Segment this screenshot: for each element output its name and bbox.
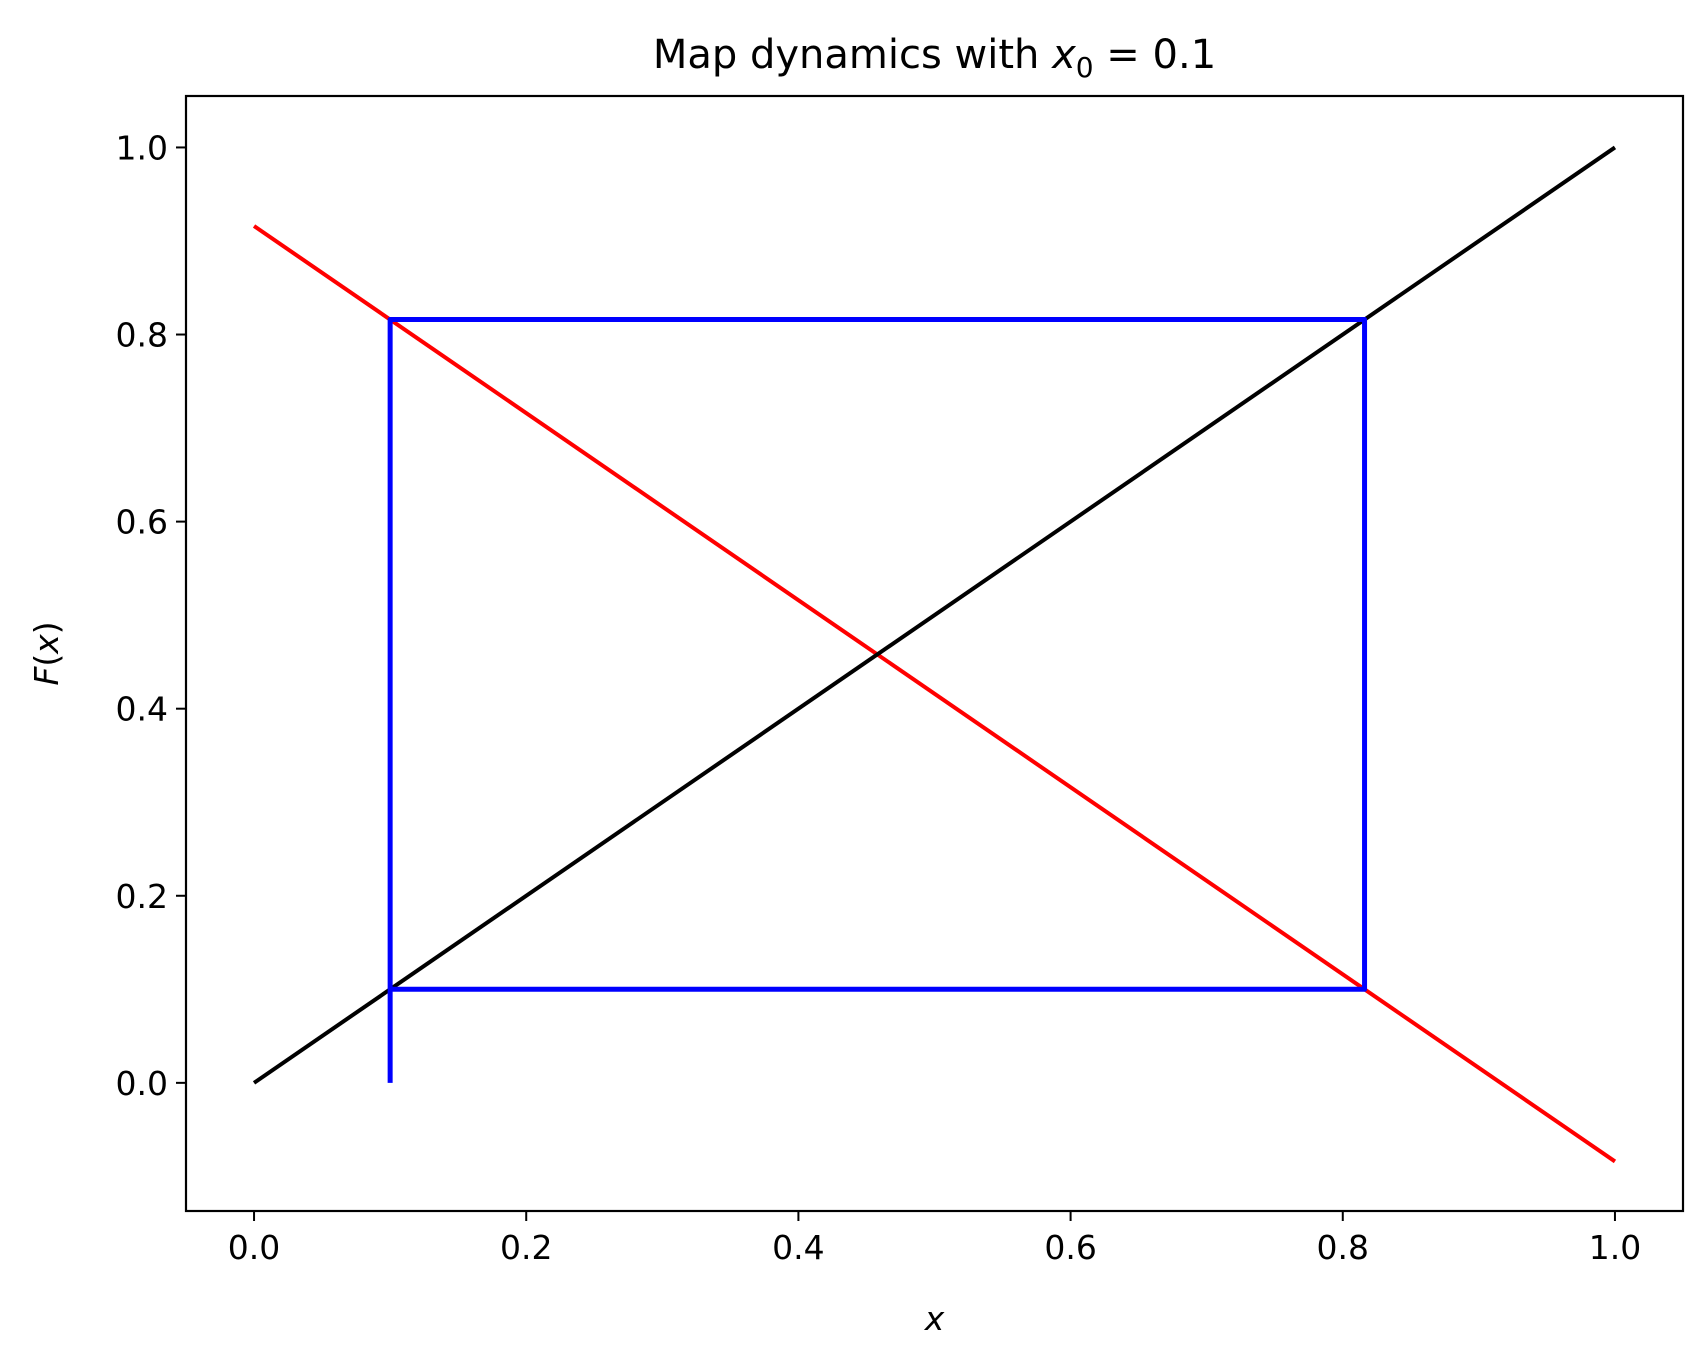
x-tick-label: 0.8 xyxy=(1317,1228,1369,1267)
y-axis-label-var: x xyxy=(27,634,66,655)
y-tick-label: 0.4 xyxy=(116,690,168,729)
x-tick-label: 0.6 xyxy=(1044,1228,1096,1267)
x-ticks: 0.0 0.2 0.4 0.6 0.8 1.0 xyxy=(228,1211,1641,1267)
chart-title-text: Map dynamics with xyxy=(653,32,1052,78)
chart-title: Map dynamics with x0 = 0.1 xyxy=(653,32,1216,84)
series-layer xyxy=(252,145,1617,1164)
x-tick-label: 0.4 xyxy=(772,1228,824,1267)
series-line-1 xyxy=(252,224,1617,1164)
chart-title-value: = 0.1 xyxy=(1094,32,1217,78)
y-tick-label: 0.2 xyxy=(116,877,168,916)
chart-title-var: x xyxy=(1050,32,1076,78)
series-line-2 xyxy=(252,145,1617,1085)
y-tick-label: 0.0 xyxy=(116,1064,168,1103)
chart-title-subscript: 0 xyxy=(1076,51,1094,84)
x-tick-label: 0.2 xyxy=(500,1228,552,1267)
y-tick-label: 0.8 xyxy=(116,316,168,355)
plot-frame xyxy=(184,94,1685,1213)
y-axis-label-fn: F xyxy=(27,666,66,686)
y-ticks: 0.0 0.2 0.4 0.6 0.8 1.0 xyxy=(116,128,186,1103)
x-tick-label: 0.0 xyxy=(228,1228,280,1267)
x-tick-label: 1.0 xyxy=(1589,1228,1641,1267)
y-axis-label-close: ) xyxy=(27,621,66,634)
y-tick-label: 0.6 xyxy=(116,503,168,542)
y-axis-label: F(x) xyxy=(27,621,66,685)
y-tick-label: 1.0 xyxy=(116,128,168,167)
x-axis-label: x xyxy=(924,1299,945,1338)
series-line-3 xyxy=(387,317,1368,1083)
y-axis-label-open: ( xyxy=(27,654,66,667)
